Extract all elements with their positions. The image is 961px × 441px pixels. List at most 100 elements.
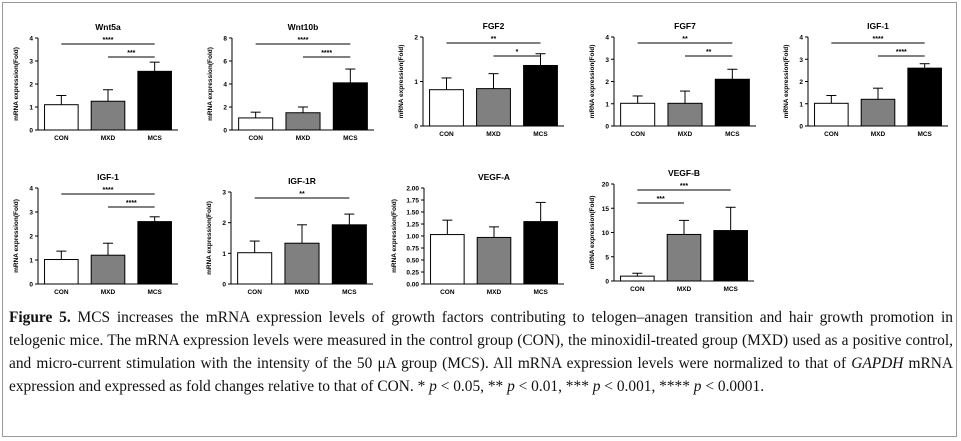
x-tick-label: MXD — [296, 135, 311, 142]
y-tick-label: 2 — [799, 79, 803, 86]
figure-caption: Figure 5. MCS increases the mRNA express… — [9, 306, 953, 398]
y-tick-label: 20 — [602, 182, 610, 189]
bar — [238, 117, 274, 131]
bar — [237, 252, 273, 285]
y-tick-label: 1 — [414, 79, 418, 86]
y-tick-label: 0.00 — [406, 282, 419, 289]
bar — [523, 64, 558, 127]
chart-title: Wnt5a — [95, 22, 121, 32]
y-tick-label: 2.00 — [406, 186, 419, 193]
significance-label: ** — [491, 36, 497, 43]
chart-panel: Wnt10b mRNA expression(Fold) 0 2 4 6 8 CON MXD MC… — [207, 22, 374, 142]
y-tick-label: 3 — [29, 59, 33, 66]
significance-label: ** — [299, 191, 305, 198]
x-tick-label: MXD — [486, 131, 501, 138]
y-tick-label: 2 — [222, 220, 226, 227]
bar — [331, 224, 367, 285]
chart-title: VEGF-B — [668, 168, 700, 178]
x-tick-label: MXD — [101, 135, 116, 142]
bar — [137, 221, 172, 285]
x-tick-label: MCS — [343, 135, 358, 142]
figure-charts: Wnt5a mRNA expression(Fold) 0 1 2 3 4 CON MXD MCS… — [13, 21, 948, 296]
bar — [429, 89, 464, 127]
y-tick-label: 1 — [605, 101, 609, 108]
chart-panel: IGF-1 mRNA expression(Fold) 0 1 2 3 4 CON MXD MCS… — [13, 172, 178, 296]
significance-label: *** — [680, 183, 688, 190]
bar — [285, 112, 321, 131]
y-tick-label: 5 — [605, 254, 609, 261]
bar — [90, 100, 126, 131]
y-axis-label: mRNA expression(Fold) — [13, 199, 20, 273]
caption-text: MCS increases the mRNA expression levels… — [9, 309, 953, 372]
y-axis-label: mRNA expression(Fold) — [13, 47, 20, 121]
y-tick-label: 0 — [799, 124, 803, 131]
bar — [476, 236, 512, 285]
x-tick-label: MXD — [871, 131, 886, 138]
chart-title: IGF-1 — [97, 172, 119, 182]
chart-title: FGF7 — [674, 21, 696, 31]
y-tick-label: 4 — [223, 82, 227, 89]
y-tick-label: 10 — [602, 230, 610, 237]
y-tick-label: 1.75 — [406, 198, 419, 205]
y-tick-label: 1.00 — [406, 234, 419, 241]
chart-panel: VEGF-B mRNA expression(Fold) 0 5 10 15 20 CON MX… — [589, 168, 754, 293]
significance-label: * — [516, 49, 519, 56]
y-tick-label: 3 — [29, 210, 33, 217]
x-tick-label: CON — [439, 131, 454, 138]
bar — [476, 88, 511, 127]
y-tick-label: 3 — [222, 190, 226, 197]
x-tick-label: MCS — [533, 131, 548, 138]
y-tick-label: 0 — [605, 279, 609, 286]
chart-panel: IGF-1R mRNA expression(Fold) 0 1 2 3 CON MXD MCS… — [206, 176, 373, 296]
bar — [430, 234, 465, 285]
bar — [714, 78, 750, 127]
y-tick-label: 4 — [799, 35, 803, 42]
y-tick-label: 0 — [29, 128, 33, 135]
x-tick-label: MXD — [101, 289, 116, 296]
y-tick-label: 2 — [414, 35, 418, 42]
significance-label: *** — [657, 196, 665, 203]
bar — [620, 275, 655, 282]
bar — [666, 233, 702, 282]
caption-gene: GAPDH — [851, 355, 904, 372]
y-tick-label: 1 — [29, 258, 33, 265]
y-tick-label: 2 — [605, 79, 609, 86]
x-tick-label: MXD — [678, 131, 693, 138]
chart-title: VEGF-A — [478, 172, 510, 182]
chart-panel: FGF7 mRNA expression(Fold) 0 1 2 3 4 CON MXD MCS *… — [589, 21, 756, 138]
significance-label: **** — [298, 37, 309, 44]
caption-text: < 0.01, *** — [514, 378, 593, 395]
y-tick-label: 15 — [602, 206, 610, 213]
y-tick-label: 4 — [605, 35, 609, 42]
bar — [332, 82, 368, 131]
caption-text: < 0.05, ** — [436, 378, 508, 395]
y-axis-label: mRNA expression(Fold) — [783, 45, 790, 119]
x-tick-label: CON — [248, 135, 263, 142]
significance-label: **** — [126, 200, 137, 207]
significance-label: **** — [896, 49, 907, 56]
y-tick-label: 0 — [414, 124, 418, 131]
bar — [860, 98, 896, 127]
bar — [907, 67, 942, 127]
y-tick-label: 1 — [222, 251, 226, 258]
y-tick-label: 0 — [222, 282, 226, 289]
chart-panel: VEGF-A mRNA expression(Fold) 0.00 0.25 0.50 0… — [391, 172, 564, 296]
y-tick-label: 2 — [223, 105, 227, 112]
bar — [667, 102, 703, 127]
y-axis-label: mRNA expression(Fold) — [391, 199, 398, 273]
significance-label: **** — [321, 50, 332, 57]
y-tick-label: 4 — [29, 36, 33, 43]
caption-p: p — [592, 378, 601, 395]
chart-title: IGF-1 — [867, 21, 889, 31]
bar — [620, 102, 656, 127]
x-tick-label: MXD — [677, 286, 692, 293]
x-tick-label: CON — [630, 131, 645, 138]
x-tick-label: MXD — [295, 289, 310, 296]
significance-label: **** — [873, 36, 884, 43]
y-tick-label: 0.25 — [406, 270, 419, 277]
x-tick-label: CON — [54, 135, 69, 142]
bar — [44, 259, 79, 285]
x-tick-label: MCS — [533, 289, 548, 296]
y-axis-label: mRNA expression(Fold) — [589, 45, 596, 119]
